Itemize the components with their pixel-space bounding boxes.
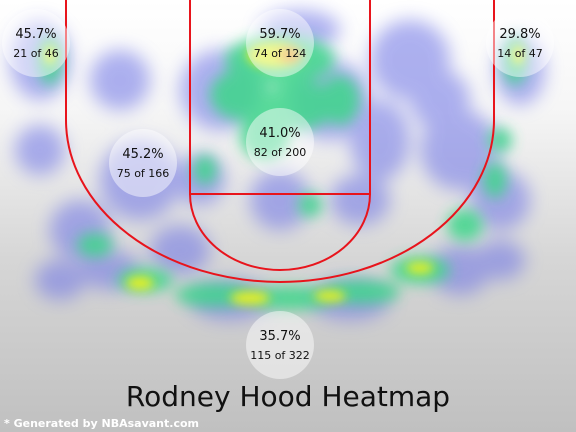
heat-blob-high	[278, 47, 302, 63]
heat-blob-low	[330, 175, 390, 225]
heat-blob-low	[410, 70, 470, 130]
heat-blob-high	[230, 291, 270, 305]
heat-blob-mid	[77, 233, 113, 257]
heat-layer-high	[44, 42, 524, 305]
heat-blob-high	[44, 45, 56, 65]
heat-blob-mid	[320, 75, 360, 125]
heat-blob-mid	[210, 70, 270, 120]
heat-blob-low	[90, 50, 150, 110]
heat-layer-mid	[38, 35, 527, 310]
heat-blob-mid	[483, 162, 507, 198]
free-throw-lane	[189, 0, 371, 195]
three-point-arc	[65, 0, 495, 283]
heat-blob-high	[406, 262, 434, 274]
heat-blob-mid	[193, 155, 217, 185]
zone-right-corner: 29.8% 14 of 47	[486, 9, 554, 77]
zone-pct: 45.2%	[122, 146, 164, 162]
zone-pct: 41.0%	[259, 125, 301, 141]
heat-blob-low	[430, 245, 490, 295]
zone-left-corner: 45.7% 21 of 46	[2, 9, 70, 77]
heat-blob-low	[350, 100, 410, 180]
zone-pct: 59.7%	[259, 26, 301, 42]
zone-above-break: 35.7% 115 of 322	[246, 311, 314, 379]
zone-made-attempts: 74 of 124	[253, 46, 307, 60]
court-lines	[65, 0, 495, 283]
zone-pct: 29.8%	[499, 26, 541, 42]
heat-blob-low	[250, 170, 310, 230]
heat-blob-mid	[245, 286, 335, 310]
free-throw-circle	[189, 193, 371, 271]
zone-paint-top: 59.7% 74 of 124	[246, 9, 314, 77]
heat-blob-low	[15, 125, 65, 175]
heat-blob-high	[314, 290, 346, 302]
zone-pct: 45.7%	[15, 26, 57, 42]
zone-made-attempts: 21 of 46	[13, 46, 59, 60]
zone-made-attempts: 115 of 322	[250, 348, 310, 362]
heat-blob-low	[150, 225, 210, 275]
heat-blob-low	[35, 260, 85, 300]
zone-made-attempts: 75 of 166	[116, 166, 170, 180]
zone-made-attempts: 82 of 200	[253, 145, 307, 159]
zone-pct: 35.7%	[259, 328, 301, 344]
zone-made-attempts: 14 of 47	[497, 46, 543, 60]
heat-blob-high	[512, 45, 524, 65]
heat-blob-low	[475, 240, 525, 280]
heat-blob-high	[126, 276, 154, 290]
chart-title: Rodney Hood Heatmap	[125, 380, 451, 413]
heat-blob-mid	[240, 110, 290, 160]
zone-left-midrange: 45.2% 75 of 166	[109, 129, 177, 197]
zone-paint-mid: 41.0% 82 of 200	[246, 108, 314, 176]
heat-blob-low	[100, 140, 180, 220]
heat-blob-mid	[447, 209, 483, 241]
heat-blob-mid	[298, 193, 322, 217]
credit-text: * Generated by NBAsavant.com	[4, 417, 199, 430]
